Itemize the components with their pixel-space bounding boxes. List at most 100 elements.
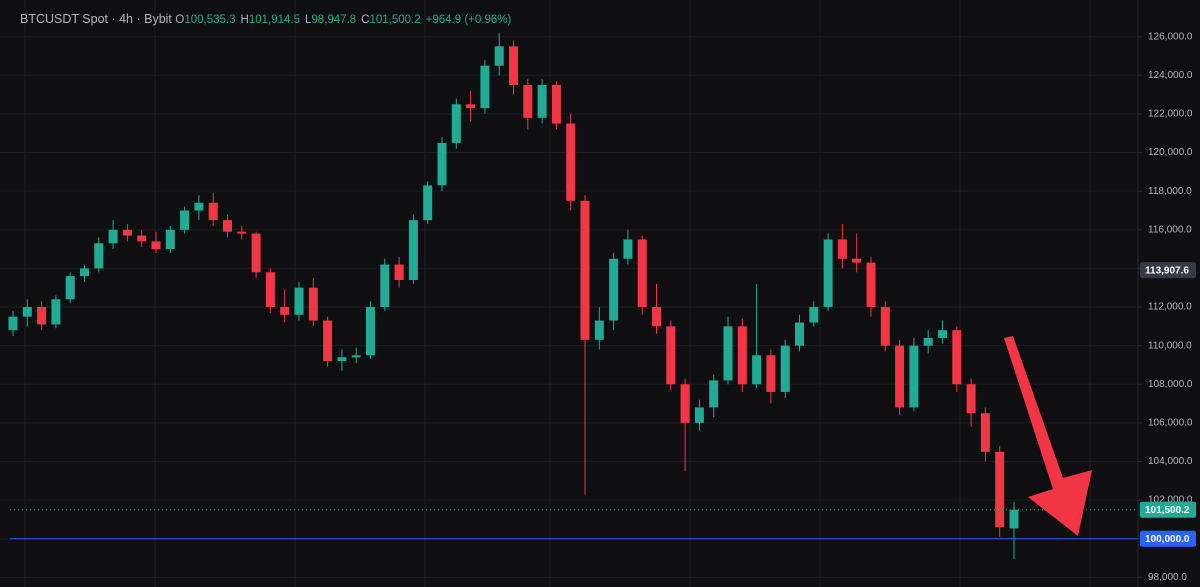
candle-body [480, 65, 490, 109]
y-tick-label: 124,000.0 [1148, 70, 1193, 81]
candle-body [394, 264, 404, 280]
y-tick-label: 112,000.0 [1148, 302, 1192, 313]
candle-body [723, 326, 733, 381]
candle-body [795, 322, 804, 346]
price-label: 113,907.6 [1145, 265, 1189, 276]
candle-body [952, 330, 962, 385]
y-tick-label: 122,000.0 [1148, 109, 1193, 120]
arrow-annotation [1004, 336, 1092, 536]
candle-body [237, 231, 247, 234]
y-tick-label: 120,000.0 [1148, 147, 1193, 158]
candle-body [380, 264, 390, 308]
candle-body [265, 272, 275, 308]
ohlc-value: 101,500.2 [369, 14, 420, 26]
candle-body [566, 123, 576, 201]
candle-body [437, 142, 447, 186]
candle-body [823, 239, 833, 308]
y-tick-label: 110,000.0 [1148, 340, 1192, 351]
candle-body [408, 220, 418, 280]
candle-body [351, 355, 361, 358]
candle-body [666, 326, 676, 385]
candle-body [423, 185, 433, 221]
candle-body [80, 268, 89, 277]
price-lines [10, 509, 1138, 540]
candle-body [623, 239, 633, 259]
candle-body [537, 84, 547, 118]
candle-body [580, 200, 590, 340]
candle-body [366, 307, 375, 356]
candle-body [108, 229, 118, 244]
candle-body [466, 104, 476, 109]
candle-body [280, 307, 290, 315]
candle-body [323, 320, 333, 362]
candle-body [22, 307, 32, 317]
candle-body [895, 345, 905, 408]
candle-body [694, 407, 704, 423]
candles [8, 32, 1019, 560]
candle-body [151, 241, 161, 250]
candle-body [8, 316, 18, 331]
candle-body [966, 384, 976, 414]
candle-body [652, 307, 661, 327]
candle-body [737, 326, 747, 385]
candle-body [509, 46, 518, 85]
candle-body [308, 287, 318, 321]
ohlc-value: 98,947.8 [311, 14, 356, 26]
candle-body [451, 104, 461, 143]
candle-body [494, 46, 504, 66]
y-tick-label: 116,000.0 [1148, 224, 1192, 235]
ohlc-key: O [175, 14, 184, 26]
candle-body [94, 243, 104, 269]
candle-body [523, 84, 533, 118]
price-label-box [1140, 501, 1196, 518]
candle-body [1009, 509, 1019, 529]
candle-body [880, 307, 890, 346]
candle-body [551, 84, 561, 124]
candle-body [752, 355, 762, 385]
time-grid [24, 0, 1091, 587]
candle-body [594, 320, 604, 340]
y-tick-label: 98,000.0 [1148, 572, 1187, 583]
candle-body [223, 220, 232, 232]
candle-body [165, 229, 175, 250]
candle-body [65, 276, 75, 300]
ohlc-value: 100,535.3 [184, 14, 235, 26]
candle-body [294, 287, 304, 315]
price-label: 100,000.0 [1145, 534, 1190, 545]
candle-body [122, 229, 132, 236]
candle-body [923, 337, 933, 346]
ohlc-key: L [305, 14, 312, 26]
candle-body [909, 345, 919, 408]
header: BTCUSDT Spot · 4h · Bybit O100,535.3 H101… [20, 12, 511, 26]
symbol-title: BTCUSDT Spot · 4h · Bybit [20, 12, 172, 26]
candle-body [337, 357, 347, 362]
y-tick-label: 106,000.0 [1148, 418, 1193, 429]
candle-body [995, 451, 1005, 528]
price-label-box [1140, 262, 1196, 279]
candle-body [251, 233, 261, 273]
candle-body [609, 258, 619, 321]
candle-body [137, 235, 147, 242]
candle-body [37, 307, 47, 325]
candle-body [980, 413, 990, 452]
candle-body [837, 239, 847, 259]
y-axis: 98,000.0 100,000.0 102,000.0 104,000.0 106,0… [1138, 31, 1196, 583]
price-label: 101,500.2 [1145, 505, 1190, 516]
candle-body [637, 239, 647, 308]
ohlc-key: H [241, 14, 249, 26]
candle-body [938, 330, 947, 338]
ohlc-key: C [361, 14, 369, 26]
candle-body [680, 384, 690, 423]
y-tick-label: 108,000.0 [1148, 379, 1193, 390]
candle-body [866, 262, 876, 308]
candle-body [194, 202, 204, 211]
candle-body [809, 307, 819, 323]
candle-body [780, 345, 790, 392]
candle-body [51, 299, 61, 325]
ohlc-change: +964.9 (+0.96%) [426, 14, 512, 26]
ohlc-value: 101,914.5 [249, 14, 300, 26]
y-tick-label: 126,000.0 [1148, 31, 1193, 42]
